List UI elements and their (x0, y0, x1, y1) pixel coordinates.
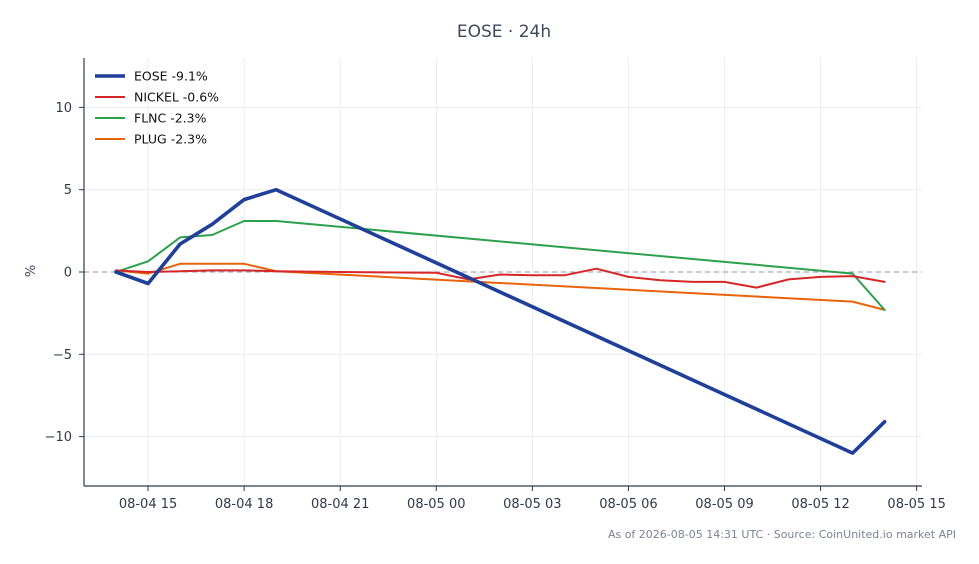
legend: EOSE -9.1% NICKEL -0.6% FLNC -2.3% PLUG -2.… (95, 69, 219, 147)
series-layer (114, 187, 887, 455)
x-tick-label: 08-05 06 (599, 497, 657, 512)
y-tick-label: 0 (64, 266, 72, 281)
series-line-nickel (115, 267, 886, 289)
x-tick-label: 08-05 09 (695, 497, 753, 512)
y-tick-label: −5 (53, 348, 72, 363)
axes: 08-04 15 08-04 18 08-04 21 08-05 00 08-05 03… (45, 58, 946, 512)
x-tick-label: 08-04 21 (311, 497, 369, 512)
x-tick-label: 08-04 18 (215, 497, 273, 512)
chart-title: EOSE · 24h (457, 22, 551, 42)
x-tick-label: 08-05 00 (407, 497, 465, 512)
y-tick-label: 10 (55, 101, 72, 116)
y-tick-label: 5 (64, 183, 72, 198)
x-tick-label: 08-05 12 (791, 497, 849, 512)
x-tick-label: 08-05 15 (887, 497, 945, 512)
legend-entry: EOSE -9.1% (134, 69, 208, 84)
series-line-flnc (115, 220, 886, 311)
y-axis-label: % (24, 265, 39, 277)
legend-entry: NICKEL -0.6% (134, 90, 219, 105)
series-line-eose (114, 187, 887, 455)
x-tick-label: 08-05 03 (503, 497, 561, 512)
y-tick-label: −10 (45, 430, 72, 445)
legend-entry: FLNC -2.3% (134, 111, 207, 126)
footer-source: As of 2026-08-05 14:31 UTC · Source: Coi… (608, 528, 956, 541)
legend-entry: PLUG -2.3% (134, 132, 207, 147)
x-tick-label: 08-04 15 (119, 497, 177, 512)
